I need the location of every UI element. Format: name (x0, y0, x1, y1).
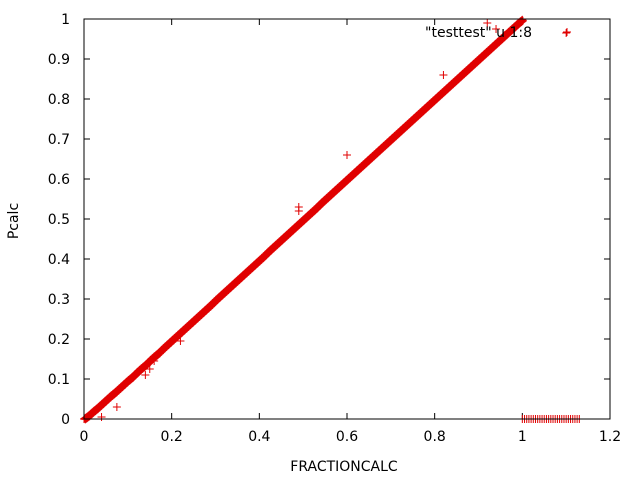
y-tick-label: 0.4 (48, 252, 70, 268)
data-point-outlier (500, 31, 509, 39)
y-tick: 0.1 (48, 372, 610, 388)
y-tick-label: 1 (61, 12, 70, 28)
data-point-outlier (492, 25, 501, 33)
x-tick-label: 0.4 (248, 429, 270, 445)
y-tick-label: 0.8 (48, 92, 70, 108)
x-tick-label: 0.6 (336, 429, 358, 445)
legend: "testtest" u 1:8 (425, 25, 571, 41)
data-point-outlier (145, 365, 154, 373)
x-tick-label: 0 (80, 429, 89, 445)
x-tick: 0.8 (424, 19, 446, 445)
y-tick: 0.9 (48, 52, 610, 68)
x-tick-label: 1.2 (599, 429, 621, 445)
y-axis-title: Pcalc (6, 203, 22, 239)
y-tick-label: 0.6 (48, 172, 70, 188)
data-point (518, 15, 527, 24)
y-tick: 0.3 (48, 292, 610, 308)
x-tick-label: 1 (518, 429, 527, 445)
data-point-outlier (97, 413, 106, 421)
y-tick: 0.2 (48, 332, 610, 348)
data-point-outlier (141, 371, 150, 379)
data-point-outlier (562, 29, 571, 37)
plot-frame (83, 18, 611, 420)
points-layer (80, 15, 584, 424)
data-point-outlier (439, 71, 448, 79)
x-tick-label: 0.2 (161, 429, 183, 445)
legend-series-label: "testtest" u 1:8 (425, 25, 532, 41)
y-tick: 0.8 (48, 92, 610, 108)
x-tick: 0.4 (248, 19, 271, 445)
data-point-outlier (343, 151, 351, 159)
y-tick-label: 0.9 (48, 52, 70, 68)
data-point-outlier (483, 19, 492, 27)
data-point-outlier (150, 357, 159, 365)
y-tick: 0.6 (48, 172, 610, 188)
legend-marker (563, 28, 571, 36)
y-tick-label: 0.1 (48, 372, 70, 388)
data-point (518, 16, 527, 25)
data-point-outlier (176, 337, 185, 345)
y-tick-label: 0.7 (48, 132, 70, 148)
data-point-outlier (294, 207, 303, 215)
y-tick-label: 0.2 (48, 332, 70, 348)
x-tick-label: 0.8 (424, 429, 446, 445)
y-tick: 0.4 (48, 252, 610, 268)
x-tick: 0.2 (161, 19, 183, 445)
x-tick: 0.6 (336, 19, 358, 445)
y-tick: 0.7 (48, 132, 610, 148)
x-axis-title: FRACTIONCALC (290, 459, 398, 475)
data-point-outlier (112, 403, 121, 411)
y-tick-label: 0 (61, 412, 70, 428)
y-tick-label: 0.3 (48, 292, 70, 308)
y-tick: 0.5 (48, 212, 610, 228)
y-tick-label: 0.5 (48, 212, 70, 228)
